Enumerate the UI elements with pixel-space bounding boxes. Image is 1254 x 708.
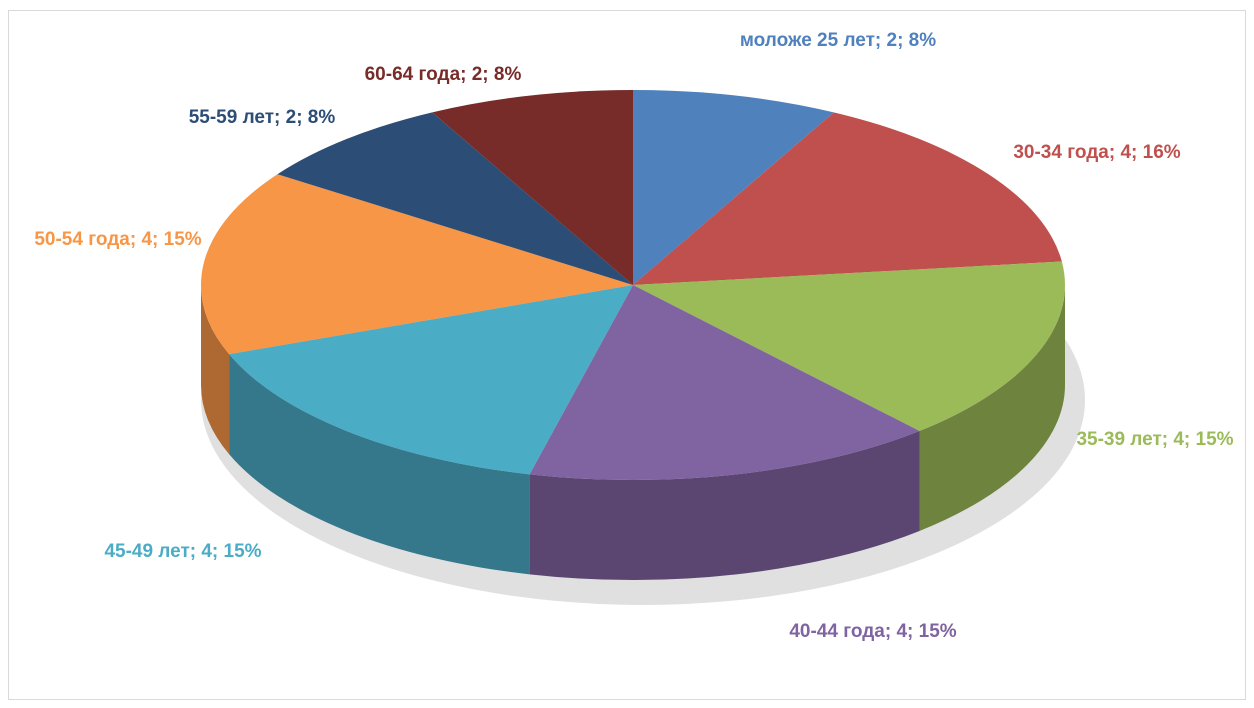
data-label: 40-44 года; 4; 15% xyxy=(789,621,957,642)
slice xyxy=(633,112,1062,285)
slice-side xyxy=(529,430,920,580)
slice xyxy=(633,90,834,285)
data-label: 50-54 года; 4; 15% xyxy=(34,229,202,250)
slice-side xyxy=(201,285,230,455)
data-label: 60-64 года; 2; 8% xyxy=(364,64,522,85)
data-label: 30-34 года; 4; 16% xyxy=(1013,142,1181,163)
data-label: 45-49 лет; 4; 15% xyxy=(104,541,262,562)
slice-side xyxy=(919,285,1065,531)
slice-side xyxy=(229,354,530,575)
slice xyxy=(529,285,920,480)
chart-frame xyxy=(8,10,1246,700)
data-label: моложе 25 лет; 2; 8% xyxy=(739,30,937,51)
slice xyxy=(201,174,634,355)
slice xyxy=(633,261,1065,431)
data-label: 35-39 лет; 4; 15% xyxy=(1076,429,1234,450)
data-label: 55-59 лет; 2; 8% xyxy=(188,107,336,128)
slice xyxy=(432,90,633,285)
slice xyxy=(229,285,633,475)
slice xyxy=(277,112,633,285)
